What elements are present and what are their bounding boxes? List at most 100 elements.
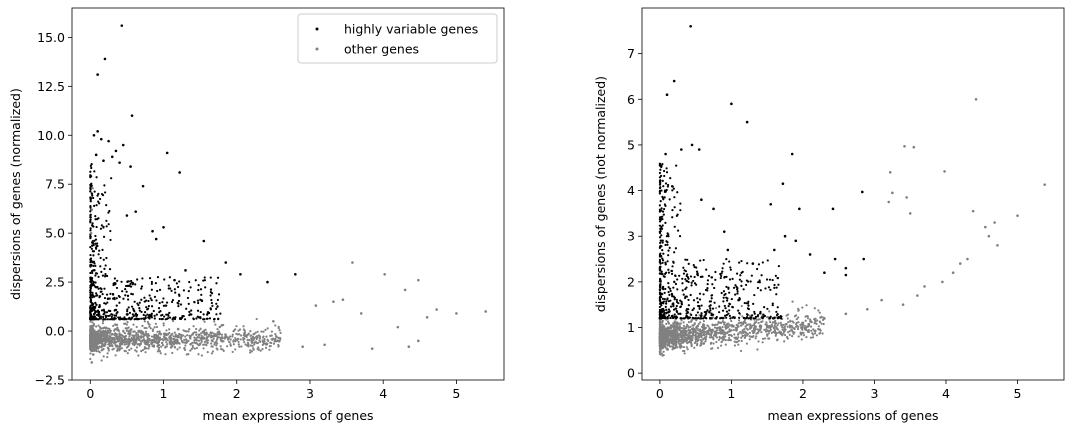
other-gene-point [661, 321, 664, 324]
other-gene-point [176, 348, 179, 351]
other-gene-point [752, 334, 755, 338]
highly-variable-gene-point [93, 170, 96, 173]
highly-variable-gene-point [89, 174, 92, 177]
other-gene-point [237, 340, 240, 343]
x-tick-label: 3 [870, 386, 878, 401]
highly-variable-gene-point [209, 288, 213, 291]
other-gene-point [817, 327, 820, 331]
other-gene-point [713, 324, 716, 327]
highly-variable-gene-point [774, 274, 777, 277]
highly-variable-gene-point [705, 268, 708, 271]
other-gene-point [262, 330, 265, 333]
highly-variable-gene-point [768, 316, 772, 320]
highly-variable-gene-point [744, 283, 748, 287]
other-gene-point [130, 338, 133, 341]
highly-variable-gene-point [773, 283, 776, 287]
highly-variable-gene-point [93, 269, 96, 272]
other-gene-point [216, 328, 219, 331]
other-gene-point [754, 326, 757, 329]
other-gene-point [743, 328, 746, 331]
highly-variable-gene-point [93, 190, 96, 193]
x-tick-label: 5 [1014, 386, 1022, 401]
highly-variable-gene-point [696, 311, 699, 314]
other-gene-point [740, 332, 743, 335]
highly-variable-gene-point [103, 184, 106, 187]
series-highly-variable [92, 24, 297, 284]
highly-variable-gene-point [700, 314, 703, 317]
other-gene-point [231, 350, 234, 354]
highly-variable-gene-point [140, 310, 143, 313]
other-gene-point [790, 328, 793, 331]
legend-box [297, 13, 498, 64]
other-gene-point [234, 348, 237, 351]
x-tick-label: 5 [452, 386, 460, 401]
highly-variable-gene-point [104, 315, 108, 319]
highly-variable-gene-point [764, 287, 767, 290]
other-gene-point [119, 348, 122, 351]
other-gene-point [252, 347, 255, 350]
other-gene-point [272, 319, 275, 323]
highly-variable-gene-point [92, 315, 95, 318]
highly-variable-gene-point [97, 192, 100, 195]
highly-variable-gene-point [671, 208, 674, 212]
other-gene-point [814, 320, 817, 323]
highly-variable-gene-point [91, 303, 94, 306]
other-gene-point [693, 346, 696, 349]
other-gene-point [708, 336, 712, 339]
highly-variable-gene-point [154, 282, 157, 285]
highly-variable-gene-point [145, 306, 148, 309]
highly-variable-gene-point [759, 289, 762, 292]
other-gene-point [210, 342, 213, 345]
other-gene-point [165, 337, 168, 341]
other-gene-point [717, 338, 721, 342]
other-gene-point [813, 322, 816, 325]
other-gene-point [661, 328, 664, 331]
highly-variable-gene-point [727, 312, 730, 315]
other-gene-point [799, 324, 802, 327]
other-gene-point [168, 340, 171, 343]
other-gene-point [662, 326, 666, 329]
highly-variable-gene-point [700, 312, 703, 315]
other-gene-point [156, 342, 159, 345]
highly-variable-gene-point [659, 244, 662, 247]
other-gene-point [191, 346, 195, 349]
other-gene-point [719, 327, 722, 330]
highly-variable-gene-point [728, 278, 732, 281]
other-gene-point [844, 312, 848, 316]
other-gene-point [802, 324, 805, 327]
other-gene-point [106, 329, 109, 333]
highly-variable-gene-point [673, 313, 676, 316]
highly-variable-gene-point [661, 249, 664, 252]
highly-variable-gene-point [695, 270, 699, 273]
highly-variable-gene-point [672, 302, 675, 305]
highly-variable-gene-point [658, 192, 661, 195]
legend-marker [315, 27, 319, 31]
highly-variable-gene-point [107, 223, 110, 226]
other-gene-point [184, 344, 187, 347]
highly-variable-gene-point [107, 139, 110, 143]
other-gene-point [99, 326, 102, 329]
highly-variable-gene-point [725, 316, 728, 319]
other-gene-point [150, 340, 153, 344]
highly-variable-gene-point [665, 171, 669, 174]
other-gene-point [790, 324, 793, 327]
other-gene-point [776, 339, 779, 342]
highly-variable-gene-point [94, 305, 97, 308]
other-gene-point [763, 337, 767, 340]
other-gene-point [724, 343, 727, 346]
highly-variable-gene-point [714, 270, 717, 274]
highly-variable-gene-point [124, 288, 127, 291]
highly-variable-gene-point [660, 227, 664, 230]
highly-variable-gene-point [96, 294, 99, 297]
highly-variable-gene-point [750, 274, 753, 277]
other-gene-point [192, 325, 195, 328]
highly-variable-gene-point [672, 187, 675, 190]
other-gene-point [666, 347, 669, 350]
highly-variable-gene-point [126, 284, 129, 287]
other-gene-point [90, 349, 93, 352]
highly-variable-gene-point [197, 288, 200, 292]
highly-variable-gene-point [661, 272, 664, 276]
other-gene-point [184, 338, 188, 341]
highly-variable-gene-point [712, 207, 715, 211]
